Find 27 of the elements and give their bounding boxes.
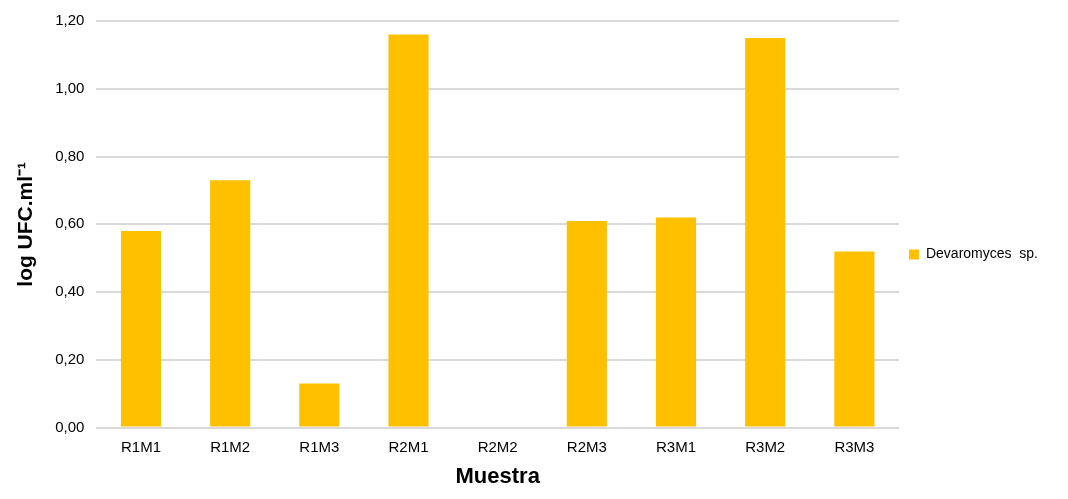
y-tick-label: 0,20	[55, 349, 85, 367]
y-tick-label: 0,80	[55, 146, 85, 164]
x-axis-title: Muestra	[455, 462, 541, 488]
x-tick-label: R1M3	[299, 437, 340, 455]
x-tick-label: R3M3	[834, 437, 875, 455]
y-tick-label: 0,00	[55, 417, 85, 435]
y-tick-label: 1,20	[55, 11, 85, 29]
x-tick-label: R3M2	[745, 437, 786, 455]
bar	[299, 383, 340, 427]
x-tick-label: R1M2	[210, 437, 251, 455]
bar	[566, 220, 607, 427]
x-tick-label: R2M1	[388, 437, 429, 455]
y-tick-label: 0,60	[55, 214, 85, 232]
x-tick-label: R3M1	[656, 437, 697, 455]
bar	[834, 251, 875, 427]
y-axis-title: log UFC.ml⁻¹	[13, 161, 37, 287]
y-tick-label: 1,00	[55, 78, 85, 96]
y-tick-label: 0,40	[55, 282, 85, 300]
bar	[388, 34, 429, 427]
bar	[745, 37, 786, 427]
bar	[655, 217, 697, 427]
bar	[210, 180, 251, 427]
x-tick-label: R2M2	[477, 437, 518, 455]
x-tick-label: R2M3	[566, 437, 607, 455]
x-tick-label: R1M1	[120, 437, 161, 455]
bar	[120, 231, 162, 427]
legend-label: Devaromyces sp.	[925, 245, 1039, 262]
